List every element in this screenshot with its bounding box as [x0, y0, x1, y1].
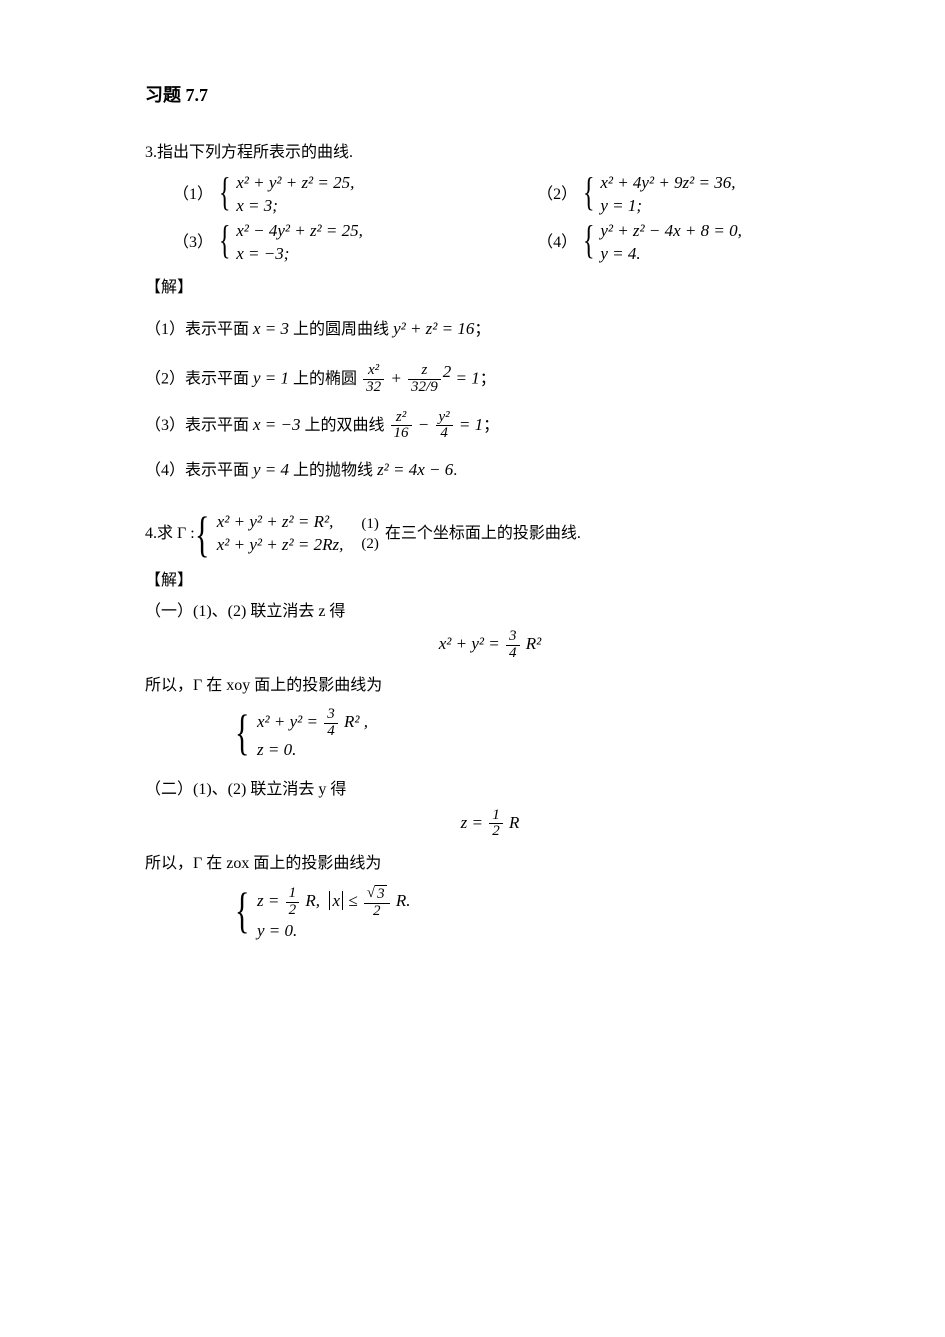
fraction: 12	[286, 886, 300, 919]
left-brace-icon: {	[195, 509, 209, 559]
q3-row-1: （1） { x² + y² + z² = 25, x = 3; （2） { x²…	[145, 172, 835, 218]
q3-item-4-label: （4）	[537, 229, 577, 256]
section-title: 习题 7.7	[145, 80, 835, 111]
eq-line: x² + y² = 34 R² ,	[257, 707, 368, 740]
solution-marker: 【解】	[145, 567, 835, 594]
fraction: x² 32	[363, 363, 384, 396]
solution-marker: 【解】	[145, 274, 835, 301]
q4-part1-so: 所以，Γ 在 xoy 面上的投影曲线为	[145, 672, 835, 699]
q3-answer-2: （2）表示平面 y = 1 上的椭圆 x² 32 + z 32/9 2 = 1；	[145, 358, 835, 396]
left-brace-icon: {	[583, 220, 595, 266]
fraction: y² 4	[436, 410, 453, 443]
q4-sys1: { x² + y² = 34 R² , z = 0.	[235, 707, 835, 762]
eq-line: x² + y² + z² = R²,	[217, 511, 344, 534]
left-brace-icon: {	[219, 172, 231, 218]
eq-line: x² − 4y² + z² = 25,	[236, 220, 363, 243]
exponent: 2	[443, 362, 452, 381]
q4-sys2: { z = 12 R, x ≤ √32 R. y = 0.	[235, 885, 835, 942]
equation-system: { x² − 4y² + z² = 25, x = −3;	[219, 220, 363, 266]
equation-system: { x² + 4y² + 9z² = 36, y = 1;	[583, 172, 735, 218]
q3-item-2: （2） { x² + 4y² + 9z² = 36, y = 1;	[537, 172, 835, 218]
eq-line: y² + z² − 4x + 8 = 0,	[600, 220, 742, 243]
equation-system: { x² + y² + z² = 25, x = 3;	[219, 172, 354, 218]
q3-item-2-label: （2）	[537, 181, 577, 208]
q3-row-2: （3） { x² − 4y² + z² = 25, x = −3; （4） { …	[145, 220, 835, 266]
equation-system: { y² + z² − 4x + 8 = 0, y = 4.	[583, 220, 742, 266]
equation-system: { x² + y² + z² = R², x² + y² + z² = 2Rz,…	[195, 509, 385, 559]
eq-number-column: (1) (2)	[361, 509, 379, 559]
q3-item-1-label: （1）	[173, 181, 213, 208]
fraction: z 32/9	[408, 363, 441, 396]
left-brace-icon: {	[219, 220, 231, 266]
eq-line: x² + 4y² + 9z² = 36,	[600, 172, 735, 195]
eq-line: x² + y² + z² = 25,	[236, 172, 354, 195]
fraction: √32	[364, 885, 390, 919]
q3-answer-1: （1）表示平面 x = 3 上的圆周曲线 y² + z² = 16；	[145, 315, 835, 344]
q4-stem: 4.求 Γ : { x² + y² + z² = R², x² + y² + z…	[145, 509, 835, 559]
q3-stem: 3.指出下列方程所表示的曲线.	[145, 139, 835, 166]
left-brace-icon: {	[583, 172, 595, 218]
eq-line: x = 3;	[236, 195, 354, 218]
eq-line: y = 1;	[600, 195, 735, 218]
q4-part2-so: 所以，Γ 在 zox 面上的投影曲线为	[145, 850, 835, 877]
q3-item-3-label: （3）	[173, 229, 213, 256]
q3-item-1: （1） { x² + y² + z² = 25, x = 3;	[145, 172, 537, 218]
q3-answer-4: （4）表示平面 y = 4 上的抛物线 z² = 4x − 6.	[145, 456, 835, 485]
q4-part1-head: （一）(1)、(2) 联立消去 z 得	[145, 598, 835, 625]
eq-line: y = 0.	[257, 920, 411, 943]
eq-line: z = 12 R, x ≤ √32 R.	[257, 885, 411, 919]
fraction: z² 16	[391, 410, 412, 443]
fraction: 34	[324, 707, 338, 740]
fraction: 1 2	[489, 808, 503, 841]
abs-bars: x	[329, 891, 343, 910]
q3-item-3: （3） { x² − 4y² + z² = 25, x = −3;	[145, 220, 537, 266]
left-brace-icon: {	[235, 885, 249, 942]
q3-answer-3: （3）表示平面 x = −3 上的双曲线 z² 16 − y² 4 = 1；	[145, 410, 835, 443]
eq-line: x² + y² + z² = 2Rz,	[217, 534, 344, 557]
left-brace-icon: {	[235, 707, 249, 762]
q4-part2-head: （二）(1)、(2) 联立消去 y 得	[145, 776, 835, 803]
sqrt: √3	[367, 885, 387, 903]
q4-eq1: x² + y² = 3 4 R²	[145, 629, 835, 662]
q4-eq2: z = 1 2 R	[145, 808, 835, 841]
fraction: 3 4	[506, 629, 520, 662]
q3-item-4: （4） { y² + z² − 4x + 8 = 0, y = 4.	[537, 220, 835, 266]
eq-line: z = 0.	[257, 739, 368, 762]
eq-line: y = 4.	[600, 243, 742, 266]
eq-line: x = −3;	[236, 243, 363, 266]
